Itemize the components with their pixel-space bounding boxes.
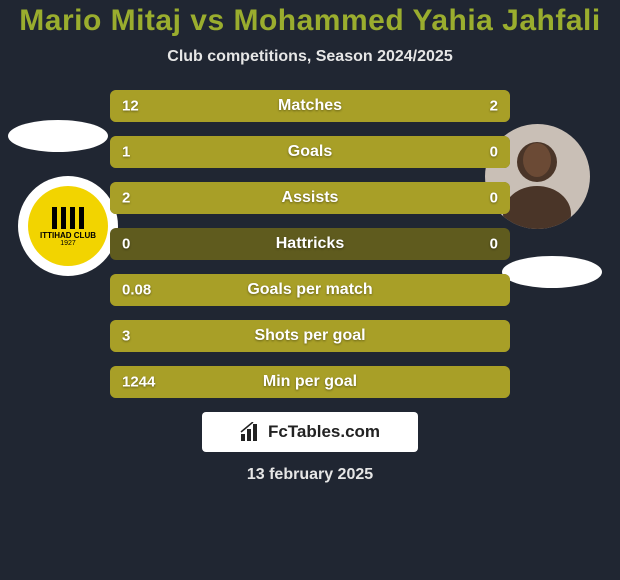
- stat-value-right: 0: [490, 236, 498, 253]
- club-stripes-icon: [49, 205, 87, 231]
- stat-row: 0 Hattricks 0: [110, 228, 510, 260]
- stat-label: Goals: [288, 143, 332, 161]
- stat-value-right: 0: [490, 190, 498, 207]
- stat-label: Assists: [282, 189, 339, 207]
- stat-row: 3 Shots per goal: [110, 320, 510, 352]
- stat-value-left: 0: [122, 236, 130, 253]
- page-subtitle: Club competitions, Season 2024/2025: [0, 48, 620, 66]
- stat-value-right: 2: [490, 98, 498, 115]
- stat-row: 1244 Min per goal: [110, 366, 510, 398]
- club-founded-text: 1927: [60, 240, 76, 247]
- stat-value-left: 12: [122, 98, 139, 115]
- stat-value-left: 3: [122, 328, 130, 345]
- club-badge: ITTIHAD CLUB 1927: [18, 176, 118, 276]
- footer-brand-text: FcTables.com: [268, 422, 380, 442]
- decorative-ellipse-left: [8, 120, 108, 152]
- club-name-text: ITTIHAD CLUB: [40, 231, 96, 240]
- content-wrapper: Mario Mitaj vs Mohammed Yahia Jahfali Cl…: [0, 0, 620, 580]
- stat-row: 12 Matches 2: [110, 90, 510, 122]
- stat-row: 2 Assists 0: [110, 182, 510, 214]
- stat-label: Goals per match: [247, 281, 372, 299]
- stat-row: 0.08 Goals per match: [110, 274, 510, 306]
- bar-chart-icon: [240, 422, 262, 442]
- stat-value-left: 1: [122, 144, 130, 161]
- stat-value-left: 0.08: [122, 282, 151, 299]
- stat-value-right: 0: [490, 144, 498, 161]
- stat-label: Shots per goal: [254, 327, 365, 345]
- stat-row: 1 Goals 0: [110, 136, 510, 168]
- stat-label: Min per goal: [263, 373, 357, 391]
- club-badge-inner: ITTIHAD CLUB 1927: [28, 186, 108, 266]
- stat-label: Matches: [278, 97, 342, 115]
- stat-label: Hattricks: [276, 235, 344, 253]
- page-title: Mario Mitaj vs Mohammed Yahia Jahfali: [0, 4, 620, 38]
- stat-rows: 12 Matches 2 1 Goals 0 2 Assists 0 0 Hattricks 0 0.0…: [110, 90, 510, 398]
- stat-value-left: 1244: [122, 374, 155, 391]
- date-text: 13 february 2025: [0, 466, 620, 484]
- stat-value-left: 2: [122, 190, 130, 207]
- decorative-ellipse-right: [502, 256, 602, 288]
- footer-brand-badge: FcTables.com: [202, 412, 418, 452]
